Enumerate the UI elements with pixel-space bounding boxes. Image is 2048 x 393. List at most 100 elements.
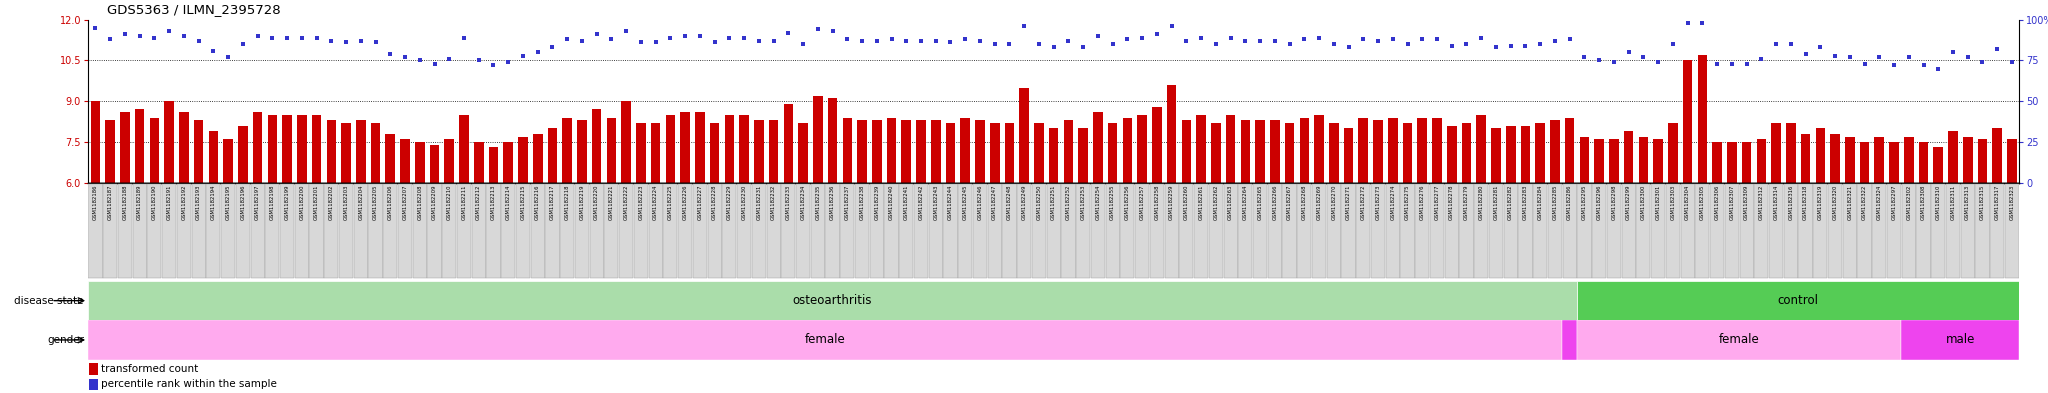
Point	[1952, 54, 1985, 60]
Bar	[1137, 115, 1147, 183]
FancyBboxPatch shape	[1710, 184, 1724, 278]
Text: GSM1182240: GSM1182240	[889, 185, 895, 220]
Text: GSM1182228: GSM1182228	[713, 185, 717, 220]
Bar	[621, 101, 631, 183]
Text: GSM1182254: GSM1182254	[1096, 185, 1100, 220]
Bar	[827, 99, 838, 183]
FancyBboxPatch shape	[664, 184, 678, 278]
Point	[831, 36, 864, 42]
Text: GSM1182236: GSM1182236	[829, 185, 836, 220]
Text: GSM1182255: GSM1182255	[1110, 185, 1116, 220]
FancyBboxPatch shape	[604, 184, 618, 278]
Bar	[989, 123, 999, 183]
Text: GSM1182271: GSM1182271	[1346, 185, 1352, 220]
FancyBboxPatch shape	[1075, 184, 1090, 278]
Text: female: female	[1718, 333, 1759, 347]
Point	[1790, 51, 1823, 57]
Bar	[1462, 123, 1470, 183]
Text: GSM1182213: GSM1182213	[492, 185, 496, 220]
FancyBboxPatch shape	[1534, 184, 1548, 278]
FancyBboxPatch shape	[649, 184, 664, 278]
Bar	[1905, 136, 1913, 183]
Text: GSM1182274: GSM1182274	[1391, 185, 1395, 220]
FancyBboxPatch shape	[899, 184, 913, 278]
Point	[580, 31, 612, 37]
FancyBboxPatch shape	[766, 184, 780, 278]
Point	[713, 35, 745, 41]
Bar	[1933, 147, 1944, 183]
FancyBboxPatch shape	[1180, 184, 1194, 278]
FancyBboxPatch shape	[1296, 184, 1311, 278]
Point	[1450, 41, 1483, 47]
Text: GSM1182306: GSM1182306	[1714, 185, 1720, 220]
FancyBboxPatch shape	[1268, 184, 1282, 278]
Point	[182, 38, 215, 44]
FancyBboxPatch shape	[1843, 184, 1858, 278]
FancyBboxPatch shape	[324, 184, 338, 278]
Bar	[946, 123, 954, 183]
FancyBboxPatch shape	[428, 184, 442, 278]
Point	[418, 61, 451, 67]
FancyBboxPatch shape	[1858, 184, 1872, 278]
FancyBboxPatch shape	[1829, 184, 1841, 278]
Text: GSM1182248: GSM1182248	[1008, 185, 1012, 220]
Point	[1126, 35, 1159, 41]
Bar	[195, 120, 203, 183]
Text: GSM1182308: GSM1182308	[1921, 185, 1925, 220]
Bar	[297, 115, 307, 183]
FancyBboxPatch shape	[1608, 184, 1620, 278]
Bar	[88, 281, 1577, 320]
Point	[1759, 41, 1792, 47]
Bar	[666, 115, 676, 183]
Point	[358, 39, 391, 46]
Bar	[1034, 123, 1044, 183]
Bar	[1919, 142, 1929, 183]
Text: transformed count: transformed count	[100, 364, 199, 374]
Bar	[1698, 55, 1708, 183]
Bar	[1741, 142, 1751, 183]
Text: GSM1182222: GSM1182222	[625, 185, 629, 220]
FancyBboxPatch shape	[1356, 184, 1370, 278]
Bar	[252, 112, 262, 183]
Bar	[1343, 129, 1354, 183]
Bar	[1505, 126, 1516, 183]
FancyBboxPatch shape	[987, 184, 1001, 278]
Text: GSM1182316: GSM1182316	[1788, 185, 1794, 220]
Point	[1155, 23, 1188, 29]
Bar	[1624, 131, 1634, 183]
Point	[537, 44, 569, 51]
Text: GSM1182205: GSM1182205	[373, 185, 379, 220]
Bar	[268, 115, 276, 183]
FancyBboxPatch shape	[1696, 184, 1710, 278]
Bar	[872, 120, 881, 183]
FancyBboxPatch shape	[2005, 184, 2019, 278]
Bar	[637, 123, 645, 183]
FancyBboxPatch shape	[1135, 184, 1149, 278]
FancyBboxPatch shape	[221, 184, 236, 278]
Bar	[1860, 142, 1870, 183]
Point	[94, 36, 127, 42]
Text: GSM1182283: GSM1182283	[1524, 185, 1528, 220]
Bar	[164, 101, 174, 183]
Bar	[606, 118, 616, 183]
Bar	[209, 131, 219, 183]
Text: GSM1182301: GSM1182301	[1655, 185, 1661, 220]
Text: control: control	[1778, 294, 1819, 307]
Point	[772, 29, 805, 36]
Bar	[1683, 61, 1692, 183]
Text: GSM1182251: GSM1182251	[1051, 185, 1057, 220]
FancyBboxPatch shape	[1991, 184, 2005, 278]
FancyBboxPatch shape	[1149, 184, 1163, 278]
Text: GSM1182324: GSM1182324	[1876, 185, 1882, 220]
Bar	[784, 104, 793, 183]
Point	[625, 39, 657, 46]
Text: GSM1182241: GSM1182241	[903, 185, 909, 220]
Text: GSM1182195: GSM1182195	[225, 185, 231, 220]
FancyBboxPatch shape	[1444, 184, 1458, 278]
FancyBboxPatch shape	[1503, 184, 1518, 278]
Point	[920, 38, 952, 44]
FancyBboxPatch shape	[913, 184, 928, 278]
Text: GSM1182318: GSM1182318	[1802, 185, 1808, 220]
FancyBboxPatch shape	[1430, 184, 1444, 278]
FancyBboxPatch shape	[1886, 184, 1901, 278]
